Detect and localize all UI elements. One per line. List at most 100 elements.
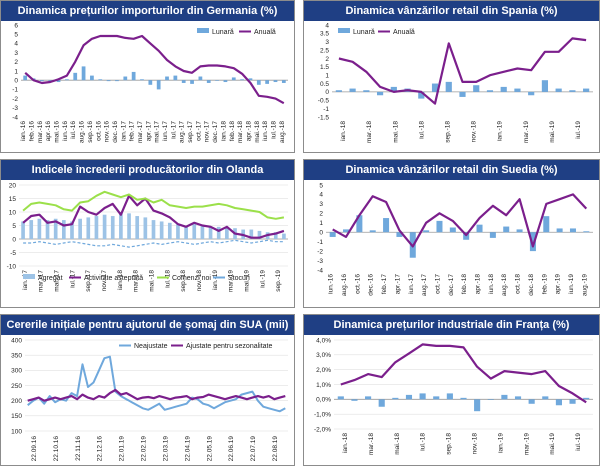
x-tick-label: mar.-19 (523, 433, 530, 455)
bar (281, 80, 286, 83)
chart-sweden: 5 4 3 2 1 0 -1 -2 -3 -4 iun.-16 aug.-16 oct.-16 dec.-… (317, 182, 593, 296)
bar (474, 399, 481, 412)
bar (516, 229, 523, 233)
x-tick-label: iun.-17 (408, 274, 415, 294)
bar (206, 80, 211, 83)
y-tick-label: 10 (9, 209, 17, 216)
x-tick-label: 22.04.19 (184, 436, 191, 462)
y-tick-label: 5 (14, 32, 18, 39)
series-line (27, 355, 286, 413)
bar (383, 218, 390, 233)
x-tick-label: mai.-19 (549, 433, 556, 455)
x-tick-label: iul.-16 (70, 121, 77, 139)
bar (363, 90, 370, 92)
bar (569, 399, 576, 404)
bar (198, 76, 203, 81)
y-tick-label: 3 (319, 201, 323, 208)
series-line (23, 239, 284, 248)
x-tick-label: iul.-18 (270, 121, 277, 139)
y-tick-label: 2.5 (320, 47, 329, 54)
y-tick-label: -2 (317, 248, 323, 255)
y-tick-label: 100 (11, 428, 22, 435)
bar (503, 226, 510, 233)
bar (431, 83, 439, 92)
x-tick-label: feb.-17 (129, 121, 136, 142)
bar (81, 66, 86, 81)
bar (73, 72, 78, 81)
legend-label: Ajustate pentru sezonalitate (186, 343, 272, 350)
legend-label: Lunară (353, 29, 375, 36)
bar (53, 218, 58, 239)
bar (21, 221, 25, 239)
x-tick-label: 22.08.19 (272, 436, 279, 462)
x-tick-label: apr.-18 (475, 274, 482, 295)
x-tick-label: ian.-19 (497, 433, 504, 453)
y-tick-label: -4 (317, 267, 323, 274)
x-tick-label: mar.-18 (368, 433, 375, 455)
x-tick-label: oct.-16 (95, 121, 102, 141)
x-tick-label: dec.-16 (112, 121, 119, 143)
series-line (22, 190, 285, 220)
y-tick-label: -1.5 (318, 114, 330, 121)
x-tick-label: mai.-16 (54, 121, 61, 143)
panel-france-industrial-prices: Dinamica prețurilor industriale din Fran… (303, 314, 600, 466)
bar (489, 232, 496, 238)
bar (459, 91, 466, 97)
bar (140, 79, 144, 81)
y-tick-label: 3 (325, 39, 329, 46)
bar (343, 229, 350, 233)
bar (231, 77, 236, 81)
bar (70, 221, 74, 239)
bar (583, 88, 590, 92)
x-tick-label: aug.-19 (581, 274, 588, 296)
x-tick-label: nov.-17 (204, 121, 211, 143)
bar (514, 396, 522, 400)
bar (167, 222, 172, 239)
y-tick-label: -3 (12, 105, 18, 112)
x-tick-label: 22.10.16 (53, 436, 60, 462)
chart-france: 4,0% 3,0% 2,0% 1,0% 0,0% -1,0% -2,0% ian.-18 mar… (314, 337, 593, 455)
x-tick-label: ian.-18 (340, 121, 347, 141)
bar (405, 394, 413, 400)
x-tick-label: mar.-17 (38, 270, 45, 292)
bar (165, 76, 169, 81)
bar (148, 80, 153, 85)
y-tick-label: 0,0% (316, 397, 331, 404)
y-tick-label: 2,0% (316, 367, 331, 374)
y-tick-label: 2 (319, 211, 323, 218)
bar (78, 218, 82, 239)
x-tick-label: mar.-16 (37, 121, 44, 143)
x-tick-label: ian.-19 (212, 270, 219, 290)
bar (131, 71, 136, 81)
y-tick-label: 2 (325, 56, 329, 63)
bar (349, 88, 356, 92)
x-tick-label: iul.-19 (259, 270, 266, 288)
legend-swatch (338, 28, 350, 33)
bar (86, 217, 91, 239)
bar (376, 91, 384, 96)
bar (123, 76, 128, 81)
chart-netherlands: 20 15 10 5 0 -5 -10 ian.-17 mar.-17 mai.-17 iul.-1… (7, 182, 288, 292)
bar (378, 399, 385, 407)
x-tick-label: nov.-18 (196, 270, 203, 292)
bar (528, 91, 535, 96)
y-tick-label: 20 (9, 182, 17, 189)
legend-label: Anuală (254, 29, 276, 36)
x-tick-label: iun.-18 (262, 121, 269, 141)
bar (159, 221, 164, 239)
x-tick-label: 22.03.19 (162, 436, 169, 462)
panel-spain-retail: Dinamica vânzărilor retail din Spania (%… (303, 0, 600, 153)
x-tick-label: ian.-18 (220, 121, 227, 141)
bar (135, 216, 140, 239)
y-tick-label: 3,0% (316, 352, 331, 359)
x-tick-label: 22.05.19 (206, 436, 213, 462)
bar (184, 225, 188, 239)
y-tick-label: 150 (11, 413, 22, 420)
x-tick-label: sep.-18 (446, 433, 453, 455)
x-tick-label: apr.-18 (245, 121, 252, 142)
x-tick-label: iul.-19 (575, 433, 582, 451)
bar (583, 397, 590, 400)
x-tick-label: sep.-18 (444, 121, 451, 143)
bar (436, 220, 443, 233)
